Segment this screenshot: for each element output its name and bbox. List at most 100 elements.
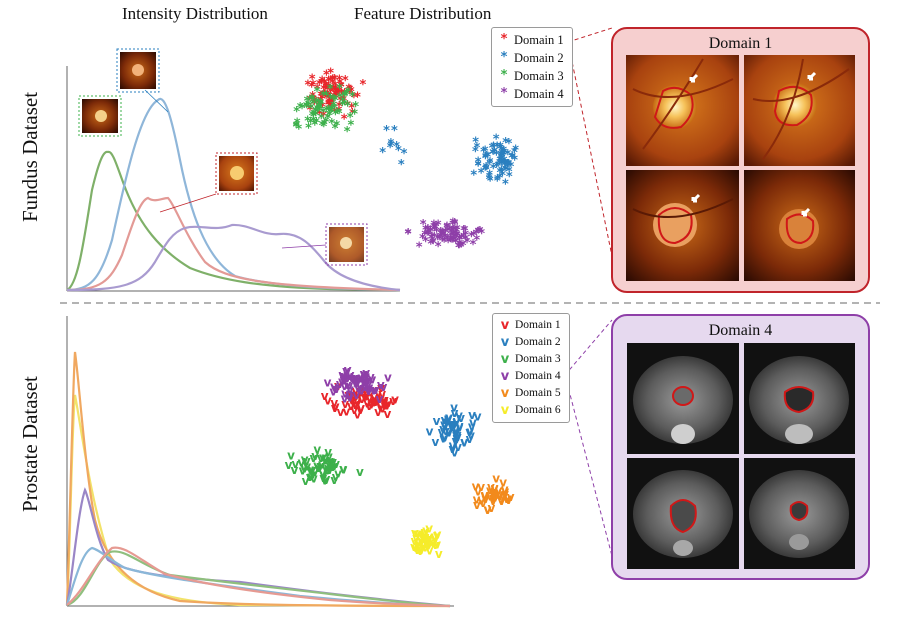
scatter-point: * (325, 103, 332, 118)
scatter-point: v (346, 387, 354, 401)
scatter-point: v (426, 535, 434, 549)
legend-marker: v (500, 318, 510, 333)
scatter-point: v (323, 464, 331, 478)
scatter-point: * (468, 230, 475, 245)
scatter-point: v (371, 395, 379, 409)
scatter-point: v (346, 383, 354, 397)
scatter-point: * (475, 226, 482, 241)
scatter-point: v (311, 449, 319, 463)
scatter-point: v (306, 463, 314, 477)
scatter-point: * (312, 106, 319, 121)
prostate-domain-panel: Domain 4 (611, 314, 870, 580)
scatter-point: v (381, 398, 389, 412)
scatter-point: * (398, 158, 405, 173)
scatter-point: v (348, 371, 356, 385)
scatter-point: * (317, 95, 324, 110)
legend-label: Domain 1 (515, 319, 561, 331)
scatter-point: * (307, 104, 314, 119)
scatter-point: * (315, 96, 322, 111)
scatter-point: v (489, 491, 497, 505)
scatter-point: v (330, 459, 338, 473)
scatter-point: * (314, 83, 321, 98)
scatter-point: v (334, 379, 342, 393)
scatter-point: v (359, 382, 367, 396)
scatter-point: * (322, 116, 329, 131)
scatter-point: v (384, 396, 392, 410)
scatter-point: * (456, 234, 463, 249)
scatter-point: * (456, 238, 463, 253)
scatter-point: v (370, 384, 378, 398)
legend-marker: * (500, 32, 508, 47)
scatter-point: * (464, 236, 471, 251)
scatter-point: v (339, 462, 347, 476)
scatter-point: * (504, 160, 511, 175)
scatter-point: * (320, 109, 327, 124)
scatter-point: v (501, 482, 509, 496)
scatter-point: v (384, 370, 392, 384)
scatter-point: v (367, 386, 375, 400)
scatter-point: v (341, 392, 349, 406)
scatter-point: v (357, 371, 365, 385)
scatter-point: * (482, 152, 489, 167)
scatter-point: * (294, 117, 301, 132)
scatter-point: * (325, 81, 332, 96)
scatter-point: v (456, 419, 464, 433)
scatter-point: v (439, 431, 447, 445)
scatter-point: v (371, 395, 379, 409)
scatter-point: * (344, 100, 351, 115)
scatter-point: * (344, 125, 351, 140)
scatter-point: v (332, 457, 340, 471)
scatter-point: v (452, 428, 460, 442)
scatter-point: v (414, 527, 422, 541)
scatter-point: * (425, 223, 432, 238)
scatter-point: v (352, 389, 360, 403)
scatter-point: v (452, 434, 460, 448)
scatter-point: v (290, 463, 298, 477)
scatter-point: * (311, 95, 318, 110)
scatter-point: v (300, 462, 308, 476)
scatter-point: * (323, 92, 330, 107)
scatter-point: v (431, 538, 439, 552)
scatter-point: * (293, 105, 300, 120)
scatter-point: * (320, 89, 327, 104)
scatter-point: * (323, 105, 330, 120)
prostate-connector-bottom (564, 374, 613, 557)
scatter-point: v (308, 463, 316, 477)
scatter-point: v (498, 494, 506, 508)
scatter-point: v (426, 544, 434, 558)
scatter-point: v (329, 460, 337, 474)
scatter-point: * (327, 86, 334, 101)
legend-label: Domain 3 (514, 69, 564, 83)
scatter-point: v (426, 425, 434, 439)
scatter-point: * (307, 117, 314, 132)
scatter-point: * (470, 238, 477, 253)
scatter-point: * (494, 173, 501, 188)
scatter-point: v (372, 383, 380, 397)
scatter-point: v (448, 442, 456, 456)
scatter-point: * (437, 226, 444, 241)
scatter-point: v (487, 480, 495, 494)
scatter-point: v (472, 480, 480, 494)
scatter-point: v (371, 395, 379, 409)
scatter-point: v (314, 461, 322, 475)
scatter-point: v (340, 379, 348, 393)
scatter-point: * (453, 229, 460, 244)
prostate-legend: v Domain 1 v Domain 2 v Domain 3 v Domain 4 v Dom… (492, 313, 570, 423)
scatter-point: * (497, 143, 504, 158)
scatter-point: * (341, 89, 348, 104)
scatter-point: * (359, 78, 366, 93)
scatter-point: v (449, 439, 457, 453)
scatter-point: * (428, 233, 435, 248)
scatter-point: * (316, 108, 323, 123)
scatter-point: v (322, 472, 330, 486)
scatter-point: v (423, 533, 431, 547)
scatter-point: * (458, 240, 465, 255)
scatter-point: * (336, 91, 343, 106)
scatter-point: * (455, 241, 462, 256)
scatter-point: v (507, 490, 515, 504)
scatter-point: v (365, 399, 373, 413)
scatter-point: v (496, 489, 504, 503)
scatter-point: v (391, 393, 399, 407)
scatter-point: * (458, 232, 465, 247)
